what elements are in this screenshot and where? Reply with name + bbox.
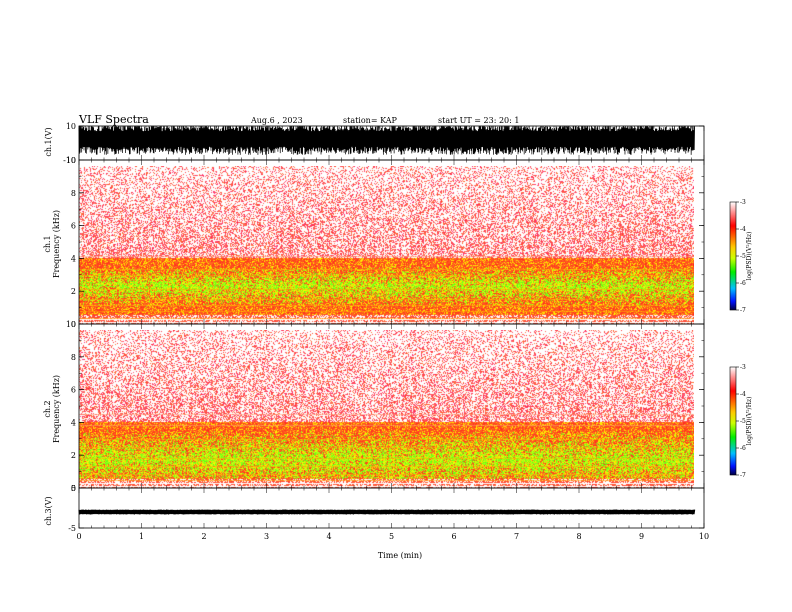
- ch1-colorbar: -3 -4 -5 -6 -7: [729, 199, 746, 314]
- ch2-spectrogram-ylabel-frequency: Frequency (kHz): [52, 375, 61, 443]
- colorbar-tick-label: -3: [740, 199, 746, 206]
- x-tick-label: 8: [576, 532, 581, 541]
- x-tick-label: 5: [389, 532, 394, 541]
- ch2-spectrogram-ylabel-channel: ch.2: [43, 400, 52, 417]
- ch2-colorbar-label: log(PSD)(V²/Hz): [746, 397, 753, 446]
- x-axis-label: Time (min): [378, 551, 422, 560]
- header-date: Aug.6 , 2023: [250, 116, 303, 125]
- y-tick-label: 4: [71, 254, 76, 263]
- ch2-spectrogram-image: [79, 330, 694, 488]
- chart-title: VLF Spectra: [78, 113, 149, 126]
- y-tick-label: 0: [71, 484, 76, 493]
- colorbar-tick-label: -6: [740, 280, 746, 287]
- ch1-colorbar-gradient: [730, 202, 736, 310]
- ch1-waveform-line: [78, 126, 695, 155]
- header-station: station= KAP: [343, 116, 398, 125]
- y-tick-label: 5: [71, 484, 76, 493]
- y-tick-label: 2: [71, 287, 76, 296]
- ch2-colorbar-gradient: [730, 367, 736, 475]
- header-start-time: start UT = 23: 20: 1: [438, 116, 519, 125]
- y-tick-label: -5: [68, 524, 76, 533]
- x-tick-label: 9: [639, 532, 644, 541]
- y-tick-label: 2: [71, 451, 76, 460]
- x-tick-label: 7: [514, 532, 519, 541]
- ch1-waveform-ylabel: ch.1(V): [44, 127, 53, 156]
- ch2-spectrogram-panel: 0 2 4 6 8 10: [66, 320, 705, 493]
- ch1-spectrogram-ylabel-frequency: Frequency (kHz): [52, 210, 61, 278]
- colorbar-tick-label: -7: [740, 472, 746, 479]
- y-tick-label: 8: [71, 189, 76, 198]
- y-tick-label: 8: [71, 353, 76, 362]
- ch3-waveform-line: [78, 509, 696, 515]
- y-tick-label: 10: [66, 122, 76, 131]
- colorbar-tick-label: -4: [740, 391, 746, 398]
- y-tick-label: 10: [66, 156, 76, 165]
- x-tick-label: 2: [201, 532, 206, 541]
- x-tick-label: 3: [264, 532, 269, 541]
- colorbar-tick-label: -4: [740, 226, 746, 233]
- colorbar-tick-label: -3: [740, 364, 746, 371]
- panel-frame: [78, 487, 705, 529]
- ch1-spectrogram-image: [79, 166, 694, 324]
- ch3-waveform-panel: 5-50 1 2 3 4 5 6 7 8 9 10: [68, 484, 709, 541]
- y-tick-label: 4: [71, 418, 76, 427]
- y-tick-label: 0: [71, 320, 76, 329]
- ch3-waveform-ylabel: ch.3(V): [44, 496, 53, 525]
- y-tick-label: 6: [71, 386, 76, 395]
- x-tick-label: 4: [326, 532, 331, 541]
- colorbar-tick-label: -5: [740, 418, 746, 425]
- ch1-waveform-panel: 10-10: [63, 122, 705, 165]
- ch1-spectrogram-panel: 0 2 4 6 8 10: [66, 156, 705, 329]
- ch1-colorbar-label: log(PSD)(V²/Hz): [746, 232, 753, 281]
- colorbar-tick-label: -7: [740, 307, 746, 314]
- x-tick-label: 10: [699, 532, 709, 541]
- ch1-spectrogram-ylabel-channel: ch.1: [43, 235, 52, 252]
- x-tick-label: 1: [139, 532, 144, 541]
- y-tick-label: 6: [71, 222, 76, 231]
- ch2-colorbar: -3 -4 -5 -6 -7: [729, 364, 746, 479]
- y-tick-label: -10: [63, 156, 76, 165]
- y-tick-label: 10: [66, 320, 76, 329]
- x-tick-label: 6: [451, 532, 456, 541]
- x-tick-label: 0: [76, 532, 81, 541]
- colorbar-tick-label: -5: [740, 253, 746, 260]
- colorbar-tick-label: -6: [740, 445, 746, 452]
